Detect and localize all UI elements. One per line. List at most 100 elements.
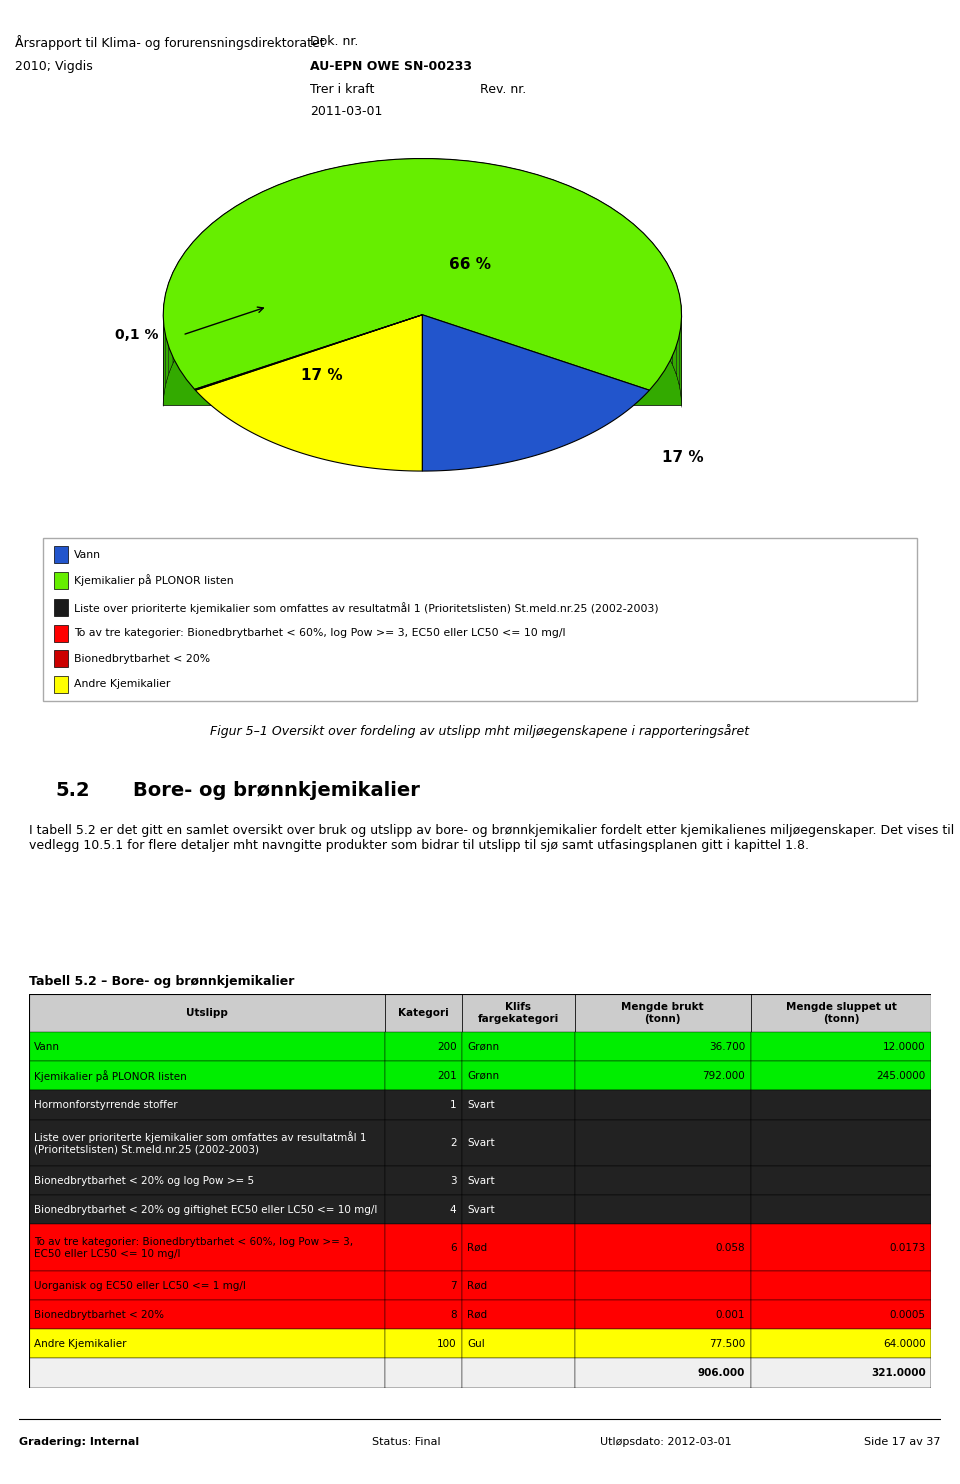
- Bar: [462, 1358, 575, 1388]
- Text: Andre Kjemikalier: Andre Kjemikalier: [74, 680, 170, 690]
- Text: Vann: Vann: [35, 1042, 60, 1052]
- Bar: [385, 994, 462, 1033]
- Bar: [751, 1061, 931, 1091]
- Polygon shape: [309, 169, 325, 266]
- Bar: [575, 1033, 751, 1061]
- Text: 2010; Vigdis: 2010; Vigdis: [15, 61, 93, 73]
- Bar: [575, 1224, 751, 1270]
- Text: Bionedbrytbarhet < 20% og log Pow >= 5: Bionedbrytbarhet < 20% og log Pow >= 5: [35, 1175, 254, 1186]
- Polygon shape: [360, 160, 378, 254]
- Bar: [462, 1195, 575, 1224]
- Text: 1: 1: [450, 1100, 457, 1110]
- Bar: [575, 1270, 751, 1300]
- Text: 792.000: 792.000: [703, 1071, 745, 1080]
- Bar: [462, 1224, 575, 1270]
- Text: Kjemikalier på PLONOR listen: Kjemikalier på PLONOR listen: [74, 574, 233, 586]
- Bar: [385, 1033, 462, 1061]
- Polygon shape: [224, 206, 235, 306]
- Text: Utslipp: Utslipp: [186, 1008, 228, 1018]
- Bar: [29, 994, 385, 1033]
- Text: Svart: Svart: [468, 1175, 495, 1186]
- Bar: [29, 1091, 385, 1119]
- Bar: [385, 1270, 462, 1300]
- Polygon shape: [195, 315, 422, 390]
- Text: 0.0173: 0.0173: [890, 1242, 925, 1252]
- Bar: [55, 650, 68, 668]
- Polygon shape: [164, 294, 165, 396]
- Text: I tabell 5.2 er det gitt en samlet oversikt over bruk og utslipp av bore- og brø: I tabell 5.2 er det gitt en samlet overs…: [29, 824, 954, 852]
- Polygon shape: [634, 224, 643, 324]
- Text: 3: 3: [450, 1175, 457, 1186]
- Bar: [29, 1195, 385, 1224]
- Text: 6: 6: [450, 1242, 457, 1252]
- Polygon shape: [643, 233, 653, 334]
- Text: 0.058: 0.058: [716, 1242, 745, 1252]
- Text: Utløpsdato: 2012-03-01: Utløpsdato: 2012-03-01: [600, 1438, 732, 1447]
- Bar: [29, 1166, 385, 1195]
- Bar: [55, 600, 68, 616]
- Text: Dok. nr.: Dok. nr.: [310, 36, 358, 49]
- Polygon shape: [584, 193, 597, 291]
- Text: 12.0000: 12.0000: [883, 1042, 925, 1052]
- Text: To av tre kategorier: Bionedbrytbarhet < 60%, log Pow >= 3,
EC50 eller LC50 <= 1: To av tre kategorier: Bionedbrytbarhet <…: [35, 1238, 353, 1258]
- Text: Vann: Vann: [74, 549, 101, 559]
- Bar: [385, 1330, 462, 1358]
- Text: 0,1 %: 0,1 %: [115, 328, 158, 341]
- Bar: [385, 1358, 462, 1388]
- Bar: [55, 675, 68, 693]
- Text: 245.0000: 245.0000: [876, 1071, 925, 1080]
- Text: Mengde brukt
(tonn): Mengde brukt (tonn): [621, 1002, 704, 1024]
- Text: Hormonforstyrrende stoffer: Hormonforstyrrende stoffer: [35, 1100, 178, 1110]
- Polygon shape: [414, 159, 432, 249]
- Polygon shape: [212, 215, 224, 315]
- Polygon shape: [568, 186, 584, 283]
- Polygon shape: [343, 163, 360, 257]
- Text: Svart: Svart: [468, 1138, 495, 1147]
- Text: Trer i kraft: Trer i kraft: [310, 83, 374, 95]
- Text: 17 %: 17 %: [661, 450, 703, 464]
- Bar: [29, 1300, 385, 1330]
- Polygon shape: [432, 159, 450, 251]
- Bar: [462, 1270, 575, 1300]
- Text: Svart: Svart: [468, 1100, 495, 1110]
- Bar: [29, 1224, 385, 1270]
- Text: Status: Final: Status: Final: [372, 1438, 441, 1447]
- Bar: [575, 1061, 751, 1091]
- Bar: [462, 1119, 575, 1166]
- Bar: [29, 1033, 385, 1061]
- Bar: [55, 625, 68, 641]
- Text: Liste over prioriterte kjemikalier som omfattes av resultatmål 1 (Prioritetslist: Liste over prioriterte kjemikalier som o…: [74, 601, 659, 613]
- Polygon shape: [622, 215, 634, 315]
- Polygon shape: [597, 199, 611, 298]
- Text: 321.0000: 321.0000: [871, 1368, 925, 1379]
- Text: 7: 7: [450, 1281, 457, 1291]
- Polygon shape: [169, 273, 173, 374]
- Text: 2: 2: [450, 1138, 457, 1147]
- Text: Side 17 av 37: Side 17 av 37: [864, 1438, 941, 1447]
- Polygon shape: [487, 163, 504, 257]
- Bar: [29, 1330, 385, 1358]
- Bar: [575, 1195, 751, 1224]
- Text: Uorganisk og EC50 eller LC50 <= 1 mg/l: Uorganisk og EC50 eller LC50 <= 1 mg/l: [35, 1281, 246, 1291]
- Polygon shape: [672, 273, 677, 375]
- Polygon shape: [179, 252, 185, 353]
- Text: Figur 5–1 Oversikt over fordeling av utslipp mht miljøegenskapene i rapportering: Figur 5–1 Oversikt over fordeling av uts…: [210, 724, 750, 738]
- Text: Tabell 5.2 – Bore- og brønnkjemikalier: Tabell 5.2 – Bore- og brønnkjemikalier: [29, 975, 294, 988]
- Text: Bionedbrytbarhet < 20%: Bionedbrytbarhet < 20%: [74, 654, 210, 663]
- Text: AU-EPN OWE SN-00233: AU-EPN OWE SN-00233: [310, 61, 472, 73]
- Bar: [462, 1061, 575, 1091]
- Polygon shape: [468, 160, 487, 254]
- Text: Rød: Rød: [468, 1242, 488, 1252]
- Polygon shape: [677, 283, 680, 386]
- Polygon shape: [165, 283, 169, 384]
- Polygon shape: [163, 249, 682, 405]
- Text: Liste over prioriterte kjemikalier som omfattes av resultatmål 1
(Prioritetslist: Liste over prioriterte kjemikalier som o…: [35, 1131, 367, 1155]
- Text: Gradering: Internal: Gradering: Internal: [19, 1438, 139, 1447]
- Bar: [55, 571, 68, 589]
- Text: 200: 200: [437, 1042, 457, 1052]
- Bar: [751, 1195, 931, 1224]
- Bar: [575, 1091, 751, 1119]
- Polygon shape: [553, 180, 568, 276]
- Polygon shape: [378, 159, 396, 252]
- Text: Rød: Rød: [468, 1281, 488, 1291]
